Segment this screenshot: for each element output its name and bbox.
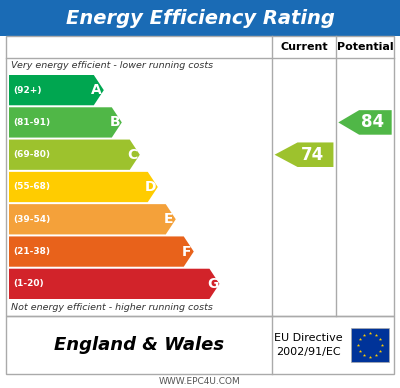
Text: (1-20): (1-20) <box>13 279 44 288</box>
Polygon shape <box>9 75 104 105</box>
Polygon shape <box>9 236 194 267</box>
Polygon shape <box>9 107 122 138</box>
Bar <box>0 0 400 36</box>
Text: WWW.EPC4U.COM: WWW.EPC4U.COM <box>159 376 241 386</box>
Text: Energy Efficiency Rating: Energy Efficiency Rating <box>66 9 334 28</box>
Text: EU Directive
2002/91/EC: EU Directive 2002/91/EC <box>274 333 343 357</box>
Text: 84: 84 <box>362 113 384 132</box>
Polygon shape <box>274 142 334 167</box>
Text: (55-68): (55-68) <box>13 182 50 192</box>
Bar <box>351 328 389 362</box>
Text: B: B <box>110 115 120 130</box>
Text: 74: 74 <box>301 146 324 164</box>
Text: Not energy efficient - higher running costs: Not energy efficient - higher running co… <box>11 303 213 312</box>
Text: England & Wales: England & Wales <box>54 336 224 354</box>
Text: Current: Current <box>280 42 328 52</box>
Polygon shape <box>9 204 176 234</box>
Text: G: G <box>207 277 218 291</box>
Text: (21-38): (21-38) <box>13 247 50 256</box>
Text: F: F <box>182 244 192 258</box>
Text: Potential: Potential <box>337 42 393 52</box>
Text: (81-91): (81-91) <box>13 118 50 127</box>
Bar <box>6 36 394 316</box>
Text: C: C <box>128 148 138 162</box>
Text: E: E <box>164 212 174 226</box>
Polygon shape <box>9 269 220 299</box>
Bar <box>6 316 394 374</box>
Text: D: D <box>145 180 156 194</box>
Text: (69-80): (69-80) <box>13 150 50 159</box>
Polygon shape <box>9 172 158 202</box>
Text: (92+): (92+) <box>13 86 42 95</box>
Text: (39-54): (39-54) <box>13 215 50 224</box>
Text: Very energy efficient - lower running costs: Very energy efficient - lower running co… <box>11 62 213 71</box>
Polygon shape <box>9 140 140 170</box>
Text: A: A <box>92 83 102 97</box>
Polygon shape <box>338 110 392 135</box>
